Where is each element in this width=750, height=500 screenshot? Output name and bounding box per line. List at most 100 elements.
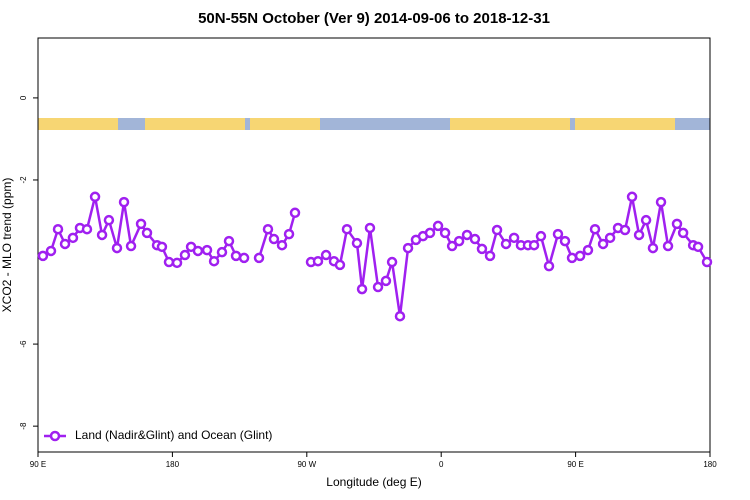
point — [662, 240, 674, 252]
point — [179, 249, 191, 261]
point — [535, 230, 547, 242]
point — [604, 232, 616, 244]
point — [582, 244, 594, 256]
chart-title: 50N-55N October (Ver 9) 2014-09-06 to 20… — [198, 10, 550, 27]
x-tick-label: 0 — [439, 460, 444, 469]
point — [633, 229, 645, 241]
point — [216, 246, 228, 258]
point — [424, 227, 436, 239]
point — [574, 250, 586, 262]
point — [192, 245, 204, 257]
x-tick-label: 180 — [703, 460, 717, 469]
point — [320, 249, 332, 261]
point — [268, 233, 280, 245]
point — [655, 196, 667, 208]
point — [528, 239, 540, 251]
point — [439, 227, 451, 239]
point — [559, 235, 571, 247]
point — [626, 191, 638, 203]
plot-frame — [37, 37, 711, 453]
x-tick-label: 90 E — [30, 460, 46, 469]
point — [96, 229, 108, 241]
land-band — [145, 118, 245, 130]
point — [380, 275, 392, 287]
point — [453, 235, 465, 247]
y-axis-label: XCO2 - MLO trend (ppm) — [0, 178, 14, 313]
point — [135, 218, 147, 230]
point — [500, 238, 512, 250]
point — [552, 228, 564, 240]
point — [163, 256, 175, 268]
point — [446, 240, 458, 252]
point — [491, 224, 503, 236]
point — [469, 233, 481, 245]
point — [508, 232, 520, 244]
point — [461, 229, 473, 241]
point — [81, 223, 93, 235]
point — [677, 227, 689, 239]
point — [589, 223, 601, 235]
land-band — [450, 118, 570, 130]
point — [372, 281, 384, 293]
x-tick-label: 180 — [166, 460, 180, 469]
point — [543, 260, 555, 272]
point — [125, 240, 137, 252]
point — [351, 237, 363, 249]
land-band — [250, 118, 320, 130]
point — [45, 245, 57, 257]
x-tick-label: 90 W — [297, 460, 316, 469]
point — [208, 255, 220, 267]
point — [356, 283, 368, 295]
land-band — [38, 118, 118, 130]
point — [201, 244, 213, 256]
point — [171, 257, 183, 269]
point — [701, 256, 713, 268]
point — [283, 228, 295, 240]
legend-marker — [49, 430, 61, 442]
point — [341, 223, 353, 235]
point — [111, 242, 123, 254]
point — [402, 242, 414, 254]
point — [619, 224, 631, 236]
point — [89, 191, 101, 203]
x-tick-label: 90 E — [567, 460, 583, 469]
x-axis-label: Longitude (deg E) — [326, 475, 421, 489]
point — [262, 223, 274, 235]
legend-label: Land (Nadir&Glint) and Ocean (Glint) — [75, 428, 272, 442]
point — [334, 259, 346, 271]
y-tick-label: -2 — [19, 176, 28, 184]
point — [52, 223, 64, 235]
point — [364, 222, 376, 234]
point — [484, 250, 496, 262]
point — [103, 214, 115, 226]
point — [230, 250, 242, 262]
point — [566, 252, 578, 264]
point — [37, 250, 49, 262]
point — [394, 310, 406, 322]
point — [59, 238, 71, 250]
point — [141, 227, 153, 239]
point — [692, 241, 704, 253]
point — [647, 242, 659, 254]
point — [118, 196, 130, 208]
point — [223, 235, 235, 247]
point — [386, 256, 398, 268]
point — [156, 241, 168, 253]
point — [476, 243, 488, 255]
point — [289, 207, 301, 219]
point — [640, 214, 652, 226]
point — [432, 220, 444, 232]
land-band — [575, 118, 675, 130]
point — [312, 255, 324, 267]
point — [253, 252, 265, 264]
y-tick-label: -8 — [19, 422, 28, 430]
point — [238, 252, 250, 264]
point — [67, 232, 79, 244]
y-tick-label: -6 — [19, 340, 28, 348]
series-line — [42, 196, 709, 317]
y-tick-label: 0 — [19, 95, 28, 100]
point — [597, 238, 609, 250]
land-ocean-band — [38, 118, 710, 130]
